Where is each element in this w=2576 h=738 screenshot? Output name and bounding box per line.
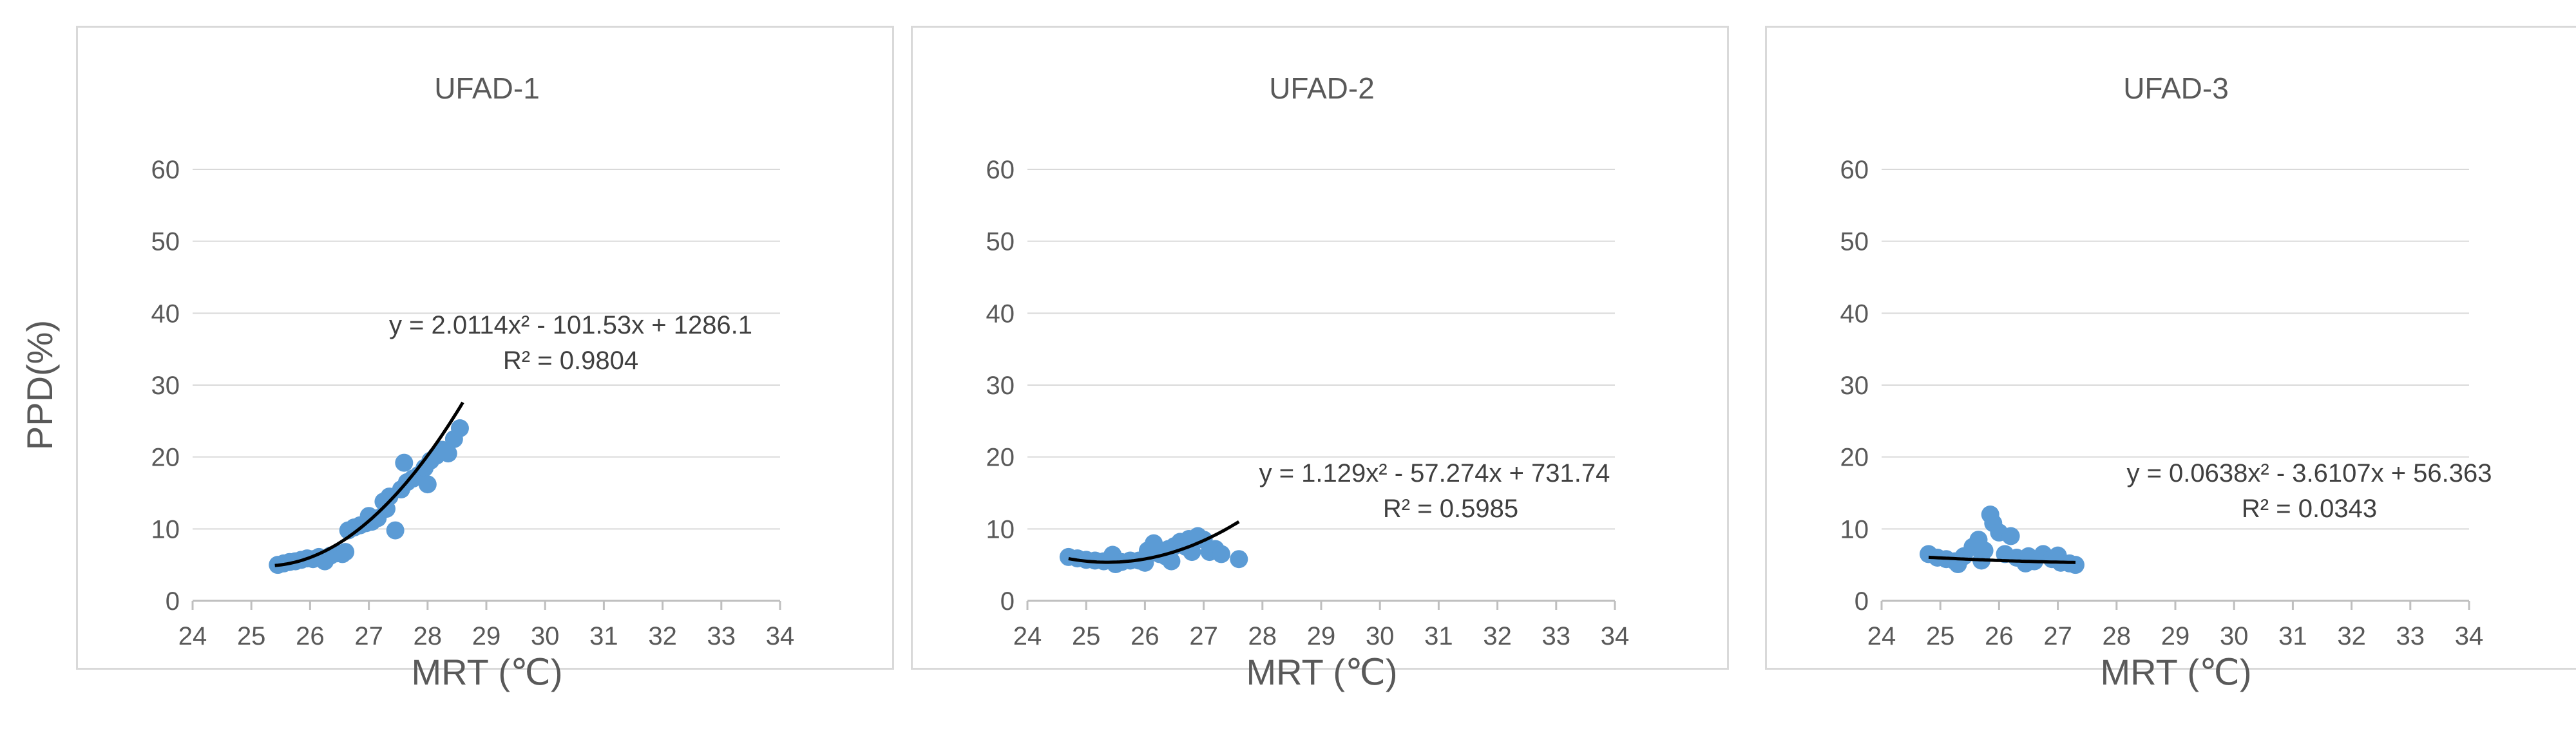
- data-point: [2048, 546, 2067, 565]
- x-tick-label: 31: [2278, 622, 2307, 650]
- data-point: [359, 507, 378, 525]
- data-point: [2066, 556, 2085, 574]
- data-point: [377, 500, 396, 518]
- x-tick-label: 29: [2161, 622, 2190, 650]
- scatter-chart-ufad-1: UFAD-1 0 10 20 30 40 50 60 24 25 26 27 28 29 30 31 32 33 3…: [19, 71, 795, 692]
- y-tick-label: 20: [1840, 444, 1869, 472]
- chart-panel-3: UFAD-3 0 10 20 30 40 50 60 24 25 26 27 28 29 30 31 32 33 3…: [1765, 26, 2576, 692]
- x-tick-label: 25: [1072, 622, 1101, 650]
- y-tick-label: 40: [986, 299, 1015, 328]
- y-tick-label: 10: [151, 515, 180, 544]
- y-tick-label: 0: [166, 587, 180, 616]
- data-point: [336, 543, 355, 562]
- x-tick-label: 33: [707, 622, 736, 650]
- trendline: [274, 401, 464, 567]
- x-axis-label: MRT (℃): [1246, 652, 1397, 692]
- x-tick-label: 29: [472, 622, 501, 650]
- r-squared-label: R² = 0.0343: [2242, 495, 2377, 523]
- x-tick-label: 33: [2396, 622, 2425, 650]
- scatter-chart-ufad-3: UFAD-3 0 10 20 30 40 50 60 24 25 26 27 28 29 30 31 32 33 3…: [1840, 71, 2492, 692]
- x-tick-label: 24: [178, 622, 207, 650]
- y-axis-label: PPD(%): [19, 320, 60, 450]
- data-point: [439, 444, 457, 463]
- y-tick-label: 50: [151, 228, 180, 256]
- x-tick-label: 34: [1601, 622, 1630, 650]
- x-tick-label: 26: [1985, 622, 2014, 650]
- y-tick-label: 10: [986, 515, 1015, 544]
- x-axis-label: MRT (℃): [2100, 652, 2251, 692]
- x-tick-label: 24: [1867, 622, 1896, 650]
- x-tick-label: 27: [354, 622, 383, 650]
- chart-panel-1: UFAD-1 0 10 20 30 40 50 60 24 25 26 27 28 29 30 31 32 33 3…: [19, 26, 894, 692]
- data-point: [386, 521, 405, 540]
- data-point: [1230, 550, 1248, 569]
- x-tick-label: 32: [1483, 622, 1512, 650]
- x-tick-label: 28: [1248, 622, 1277, 650]
- y-tick-label: 40: [1840, 299, 1869, 328]
- y-tick-label: 10: [1840, 515, 1869, 544]
- y-tick-label: 30: [1840, 372, 1869, 400]
- chart-title: UFAD-3: [2123, 71, 2229, 105]
- data-point: [395, 453, 414, 472]
- y-tick-label: 40: [151, 299, 180, 328]
- x-tick-label: 28: [2103, 622, 2132, 650]
- chart-panel-2: UFAD-2 0 10 20 30 40 50 60 24 25 26 27 28 29 30 31 32 33 3…: [911, 26, 1729, 692]
- r-squared-label: R² = 0.5985: [1383, 495, 1518, 523]
- y-tick-label: 60: [986, 156, 1015, 184]
- trendline: [1068, 520, 1240, 564]
- x-tick-label: 33: [1542, 622, 1571, 650]
- x-tick-label: 27: [1189, 622, 1218, 650]
- r-squared-label: R² = 0.9804: [503, 346, 638, 375]
- x-axis-label: MRT (℃): [411, 652, 562, 692]
- x-tick-label: 34: [766, 622, 795, 650]
- x-tick-label: 32: [648, 622, 677, 650]
- y-tick-label: 20: [986, 444, 1015, 472]
- chart-title: UFAD-1: [434, 71, 540, 105]
- x-tick-label: 32: [2337, 622, 2366, 650]
- y-tick-label: 60: [1840, 156, 1869, 184]
- x-tick-label: 26: [1131, 622, 1159, 650]
- x-tick-label: 26: [296, 622, 325, 650]
- x-tick-label: 34: [2455, 622, 2484, 650]
- trend-equation: y = 1.129x² - 57.274x + 731.74: [1259, 459, 1610, 487]
- x-tick-label: 29: [1307, 622, 1336, 650]
- y-tick-label: 20: [151, 444, 180, 472]
- trend-equation: y = 0.0638x² - 3.6107x + 56.363: [2126, 459, 2492, 487]
- y-tick-label: 50: [986, 228, 1015, 256]
- chart-title: UFAD-2: [1269, 71, 1375, 105]
- x-tick-label: 30: [531, 622, 560, 650]
- trendline: [1928, 555, 2076, 564]
- x-tick-label: 24: [1013, 622, 1042, 650]
- data-point: [450, 419, 469, 437]
- y-tick-label: 0: [1855, 587, 1869, 616]
- y-tick-label: 50: [1840, 228, 1869, 256]
- x-tick-label: 25: [237, 622, 266, 650]
- x-tick-label: 30: [2220, 622, 2249, 650]
- x-tick-label: 28: [414, 622, 443, 650]
- y-tick-label: 30: [151, 372, 180, 400]
- data-point: [1212, 545, 1230, 563]
- x-tick-label: 30: [1366, 622, 1395, 650]
- x-tick-label: 31: [589, 622, 618, 650]
- y-tick-label: 60: [151, 156, 180, 184]
- x-tick-label: 31: [1424, 622, 1453, 650]
- y-tick-label: 0: [1000, 587, 1015, 616]
- y-tick-label: 30: [986, 372, 1015, 400]
- scatter-chart-ufad-2: UFAD-2 0 10 20 30 40 50 60 24 25 26 27 28 29 30 31 32 33 3…: [986, 71, 1630, 692]
- data-point: [1106, 555, 1125, 574]
- data-point: [418, 475, 437, 494]
- x-tick-label: 25: [1926, 622, 1955, 650]
- data-point: [2001, 527, 2020, 545]
- trend-equation: y = 2.0114x² - 101.53x + 1286.1: [389, 311, 752, 339]
- x-tick-label: 27: [2043, 622, 2072, 650]
